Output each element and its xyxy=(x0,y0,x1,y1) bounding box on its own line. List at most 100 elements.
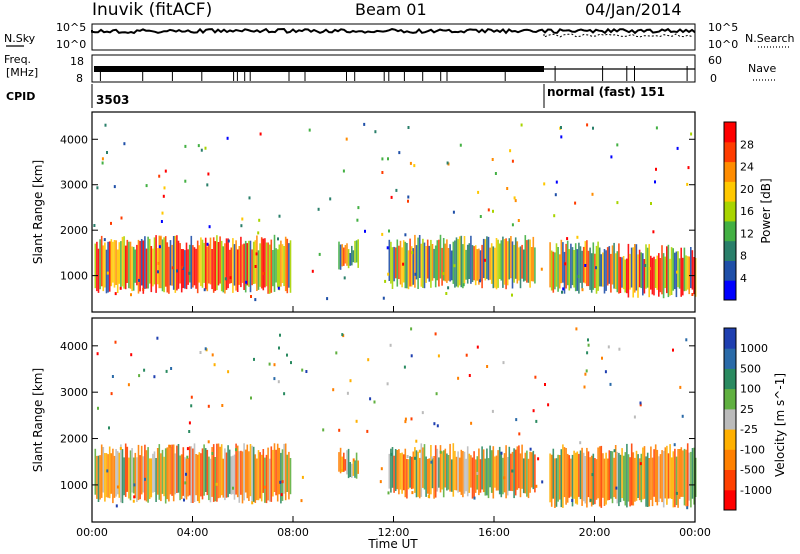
velocity-echo-field xyxy=(94,327,697,510)
velocity-colorbar-label: Velocity [m s^-1] xyxy=(773,373,787,477)
y-tick-label: 4000 xyxy=(60,133,88,146)
x-tick-label: 12:00 xyxy=(378,526,410,539)
noise-tick-right-top: 10^5 xyxy=(708,21,738,34)
y-tick-label: 4000 xyxy=(60,340,88,353)
colorbar-tick-label: 4 xyxy=(740,272,747,285)
freq-band xyxy=(94,66,544,72)
nsearch-line xyxy=(543,33,693,38)
y-tick-label: 3000 xyxy=(60,179,88,192)
cpid-label: CPID xyxy=(6,90,35,103)
y-tick-label: 3000 xyxy=(60,386,88,399)
power-echo-region xyxy=(619,243,697,299)
colorbar-tick-label: -100 xyxy=(740,443,765,456)
x-tick-label: 00:00 xyxy=(76,526,108,539)
colorbar-tick-label: 12 xyxy=(740,227,754,240)
colorbar-swatch xyxy=(724,328,736,349)
colorbar-frame xyxy=(723,121,737,301)
velocity-y-axis-ticks: 1000 2000 3000 4000 xyxy=(60,340,695,492)
colorbar-swatch xyxy=(724,161,736,182)
colorbar-swatch xyxy=(724,240,736,261)
colorbar-swatch xyxy=(724,181,736,202)
power-echo-region xyxy=(388,234,536,290)
nsky-line xyxy=(91,27,696,35)
nave-label: Nave xyxy=(748,62,776,75)
colorbar-swatch xyxy=(724,260,736,281)
site-title: Inuvik (fitACF) xyxy=(92,0,212,20)
colorbar-tick-label: 1000 xyxy=(740,342,768,355)
power-colorbar: 4 8 12 16 20 24 28 xyxy=(723,121,754,301)
power-scatter-echoes xyxy=(93,122,694,302)
freq-lines xyxy=(94,66,695,81)
x-tick-label: 04:00 xyxy=(177,526,209,539)
colorbar-frame xyxy=(723,327,737,511)
colorbar-swatch xyxy=(724,408,736,430)
colorbar-swatch xyxy=(724,201,736,222)
power-y-axis-ticks: 1000 2000 3000 4000 xyxy=(60,133,695,283)
colorbar-tick-label: -25 xyxy=(740,423,758,436)
x-tick-label: 20:00 xyxy=(579,526,611,539)
colorbar-swatch xyxy=(724,489,736,511)
noise-tick-left-bottom: 10^0 xyxy=(56,38,86,51)
velocity-x-axis-ticks: 00:00 04:00 08:00 12:00 16:00 20:00 00:00 xyxy=(76,516,711,539)
colorbar-swatch xyxy=(724,429,736,450)
x-tick-label: 16:00 xyxy=(478,526,510,539)
velocity-echo-region xyxy=(338,447,359,479)
freq-label: Freq. xyxy=(4,53,31,66)
colorbar-swatch xyxy=(724,449,736,470)
colorbar-swatch xyxy=(724,368,736,390)
colorbar-tick-label: -1000 xyxy=(740,484,772,497)
x-tick-label: 00:00 xyxy=(679,526,711,539)
velocity-y-axis-label: Slant Range [km] xyxy=(31,368,45,472)
nave-tick-top: 60 xyxy=(708,54,722,67)
colorbar-swatch xyxy=(724,280,736,301)
beam-title: Beam 01 xyxy=(355,0,427,19)
noise-tick-right-bottom: 10^0 xyxy=(708,38,738,51)
noise-tick-left-top: 10^5 xyxy=(56,21,86,34)
x-tick-label: 08:00 xyxy=(277,526,309,539)
velocity-colorbar: 1000 500 100 25 -25 -100 -500 -1000 xyxy=(723,327,772,511)
date-title: 04/Jan/2014 xyxy=(585,0,682,19)
colorbar-swatch xyxy=(724,122,736,143)
colorbar-tick-label: 25 xyxy=(740,403,754,416)
freq-tick-bottom: 8 xyxy=(76,72,83,85)
y-tick-label: 2000 xyxy=(60,433,88,446)
power-echo-region xyxy=(338,239,359,270)
velocity-scatter-echoes xyxy=(96,327,689,510)
noise-panel-frame xyxy=(91,23,696,51)
colorbar-tick-label: 100 xyxy=(740,383,761,396)
power-x-axis-ticks xyxy=(91,306,696,312)
velocity-echo-region xyxy=(549,443,697,508)
power-y-axis-label: Slant Range [km] xyxy=(31,160,45,264)
y-tick-label: 1000 xyxy=(60,270,88,283)
colorbar-tick-label: 16 xyxy=(740,205,754,218)
x-axis-label: Time UT xyxy=(367,537,418,551)
nave-tick-bottom: 0 xyxy=(710,72,717,85)
power-echo-region xyxy=(549,239,620,294)
y-tick-label: 2000 xyxy=(60,224,88,237)
freq-unit-label: [MHz] xyxy=(6,66,38,79)
colorbar-swatch xyxy=(724,469,736,491)
y-tick-label: 1000 xyxy=(60,479,88,492)
colorbar-tick-label: 500 xyxy=(740,362,761,375)
colorbar-swatch xyxy=(724,220,736,242)
nsearch-label: N.Search xyxy=(745,32,795,45)
colorbar-tick-label: 24 xyxy=(740,161,754,174)
velocity-echo-region xyxy=(388,443,536,499)
nsky-label: N.Sky xyxy=(4,32,36,45)
power-echo-field xyxy=(93,122,697,302)
colorbar-swatch xyxy=(724,348,736,369)
colorbar-swatch xyxy=(724,141,736,163)
colorbar-tick-label: -500 xyxy=(740,464,765,477)
cpid-value-2: normal (fast) 151 xyxy=(547,85,665,99)
velocity-echo-region xyxy=(94,443,292,504)
colorbar-tick-label: 20 xyxy=(740,183,754,196)
colorbar-tick-label: 8 xyxy=(740,250,747,263)
cpid-value-1: 3503 xyxy=(96,93,129,107)
power-colorbar-label: Power [dB] xyxy=(759,178,773,243)
power-echo-region xyxy=(94,234,292,294)
colorbar-swatch xyxy=(724,388,736,410)
colorbar-tick-label: 28 xyxy=(740,138,754,151)
noise-lines xyxy=(91,27,696,38)
freq-tick-top: 18 xyxy=(70,55,84,68)
